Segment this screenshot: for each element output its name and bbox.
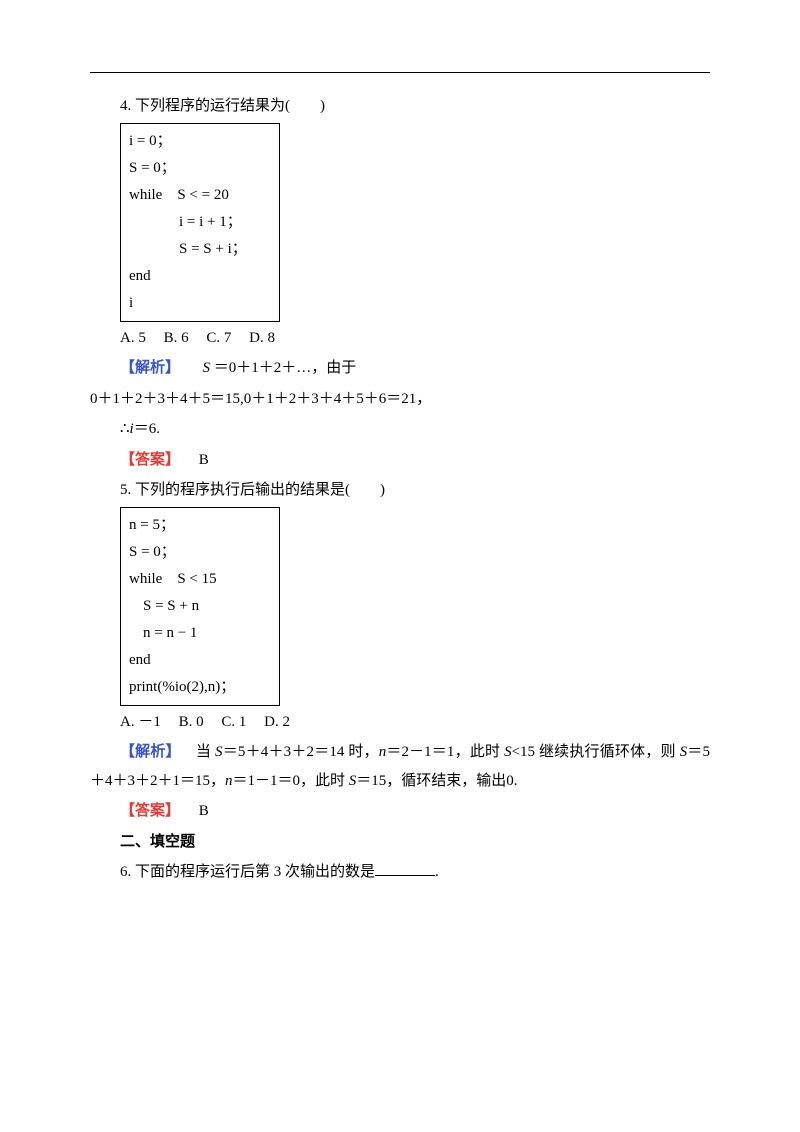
- q5-opt-b: B. 0: [179, 714, 204, 730]
- q4-opt-c: C. 7: [206, 330, 231, 346]
- analysis-text: ＝2－1＝1，此时: [386, 744, 504, 760]
- code-line: n = 5；: [129, 512, 269, 539]
- q5-code-box: n = 5； S = 0； while S < 15 S = S + n n =…: [120, 507, 280, 706]
- analysis-text: ＝15，循环结束，输出0.: [356, 773, 517, 789]
- q5-options: A. －1 B. 0 C. 1 D. 2: [90, 708, 710, 737]
- q5-opt-d: D. 2: [264, 714, 290, 730]
- code-line: S = 0；: [129, 155, 269, 182]
- q4-answer: 【答案】 B: [90, 446, 710, 475]
- code-line: i: [129, 290, 269, 317]
- section-2-heading: 二、填空题: [90, 828, 710, 857]
- q6-stem-after: .: [435, 864, 439, 880]
- code-line: i = 0；: [129, 128, 269, 155]
- var-s: S: [504, 744, 512, 760]
- q4-analysis-line1: 【解析】 S ＝0＋1＋2＋…，由于: [90, 354, 710, 383]
- analysis-text: <15 继续执行循环体，则: [512, 744, 680, 760]
- q4-code-box: i = 0； S = 0； while S < = 20 i = i + 1； …: [120, 123, 280, 322]
- code-line: while S < 15: [129, 566, 269, 593]
- var-s: S: [680, 744, 688, 760]
- analysis-text: 当: [181, 744, 215, 760]
- answer-value: [184, 452, 199, 468]
- code-line: n = n − 1: [129, 620, 269, 647]
- var-n: n: [225, 773, 233, 789]
- q6-stem-before: 6. 下面的程序运行后第 3 次输出的数是: [120, 864, 375, 880]
- therefore-symbol: ∴: [120, 421, 130, 437]
- code-line: S = S + i；: [129, 236, 269, 263]
- q5-opt-a: A. －1: [120, 714, 161, 730]
- var-s: S: [215, 744, 223, 760]
- page-top-divider: [90, 72, 710, 73]
- analysis-label: 【解析】: [120, 360, 180, 376]
- q5-answer: 【答案】 B: [90, 797, 710, 826]
- q4-opt-a: A. 5: [120, 330, 146, 346]
- analysis-label: 【解析】: [120, 744, 181, 760]
- q5-stem: 5. 下列的程序执行后输出的结果是( ): [90, 476, 710, 505]
- analysis-text: ＝0＋1＋2＋…，由于: [214, 360, 357, 376]
- analysis-text: ＝6.: [134, 421, 160, 437]
- q4-stem: 4. 下列程序的运行结果为( ): [90, 92, 710, 121]
- code-line: print(%io(2),n)；: [129, 674, 269, 701]
- q4-analysis-line3: ∴i＝6.: [90, 415, 710, 444]
- code-line: S = S + n: [129, 593, 269, 620]
- q5-opt-c: C. 1: [221, 714, 246, 730]
- code-line: end: [129, 647, 269, 674]
- answer-label: 【答案】: [120, 452, 180, 468]
- analysis-spacer: [184, 360, 199, 376]
- answer-value-text: B: [199, 452, 209, 468]
- code-line: S = 0；: [129, 539, 269, 566]
- answer-label: 【答案】: [120, 803, 180, 819]
- answer-value: [184, 803, 199, 819]
- q5-analysis: 【解析】 当 S＝5＋4＋3＋2＝14 时，n＝2－1＝1，此时 S<15 继续…: [90, 738, 710, 795]
- code-line: i = i + 1；: [129, 209, 269, 236]
- q4-opt-b: B. 6: [164, 330, 189, 346]
- q4-opt-d: D. 8: [249, 330, 275, 346]
- q4-analysis-line2: 0＋1＋2＋3＋4＋5＝15,0＋1＋2＋3＋4＋5＋6＝21，: [90, 385, 710, 414]
- analysis-text: ＝1－1＝0，此时: [233, 773, 349, 789]
- analysis-text: ＝5＋4＋3＋2＝14 时，: [223, 744, 379, 760]
- q4-options: A. 5 B. 6 C. 7 D. 8: [90, 324, 710, 353]
- q6-stem: 6. 下面的程序运行后第 3 次输出的数是.: [90, 858, 710, 887]
- fill-blank: [375, 861, 435, 876]
- answer-value-text: B: [199, 803, 209, 819]
- var-s: S: [203, 360, 211, 376]
- code-line: while S < = 20: [129, 182, 269, 209]
- code-line: end: [129, 263, 269, 290]
